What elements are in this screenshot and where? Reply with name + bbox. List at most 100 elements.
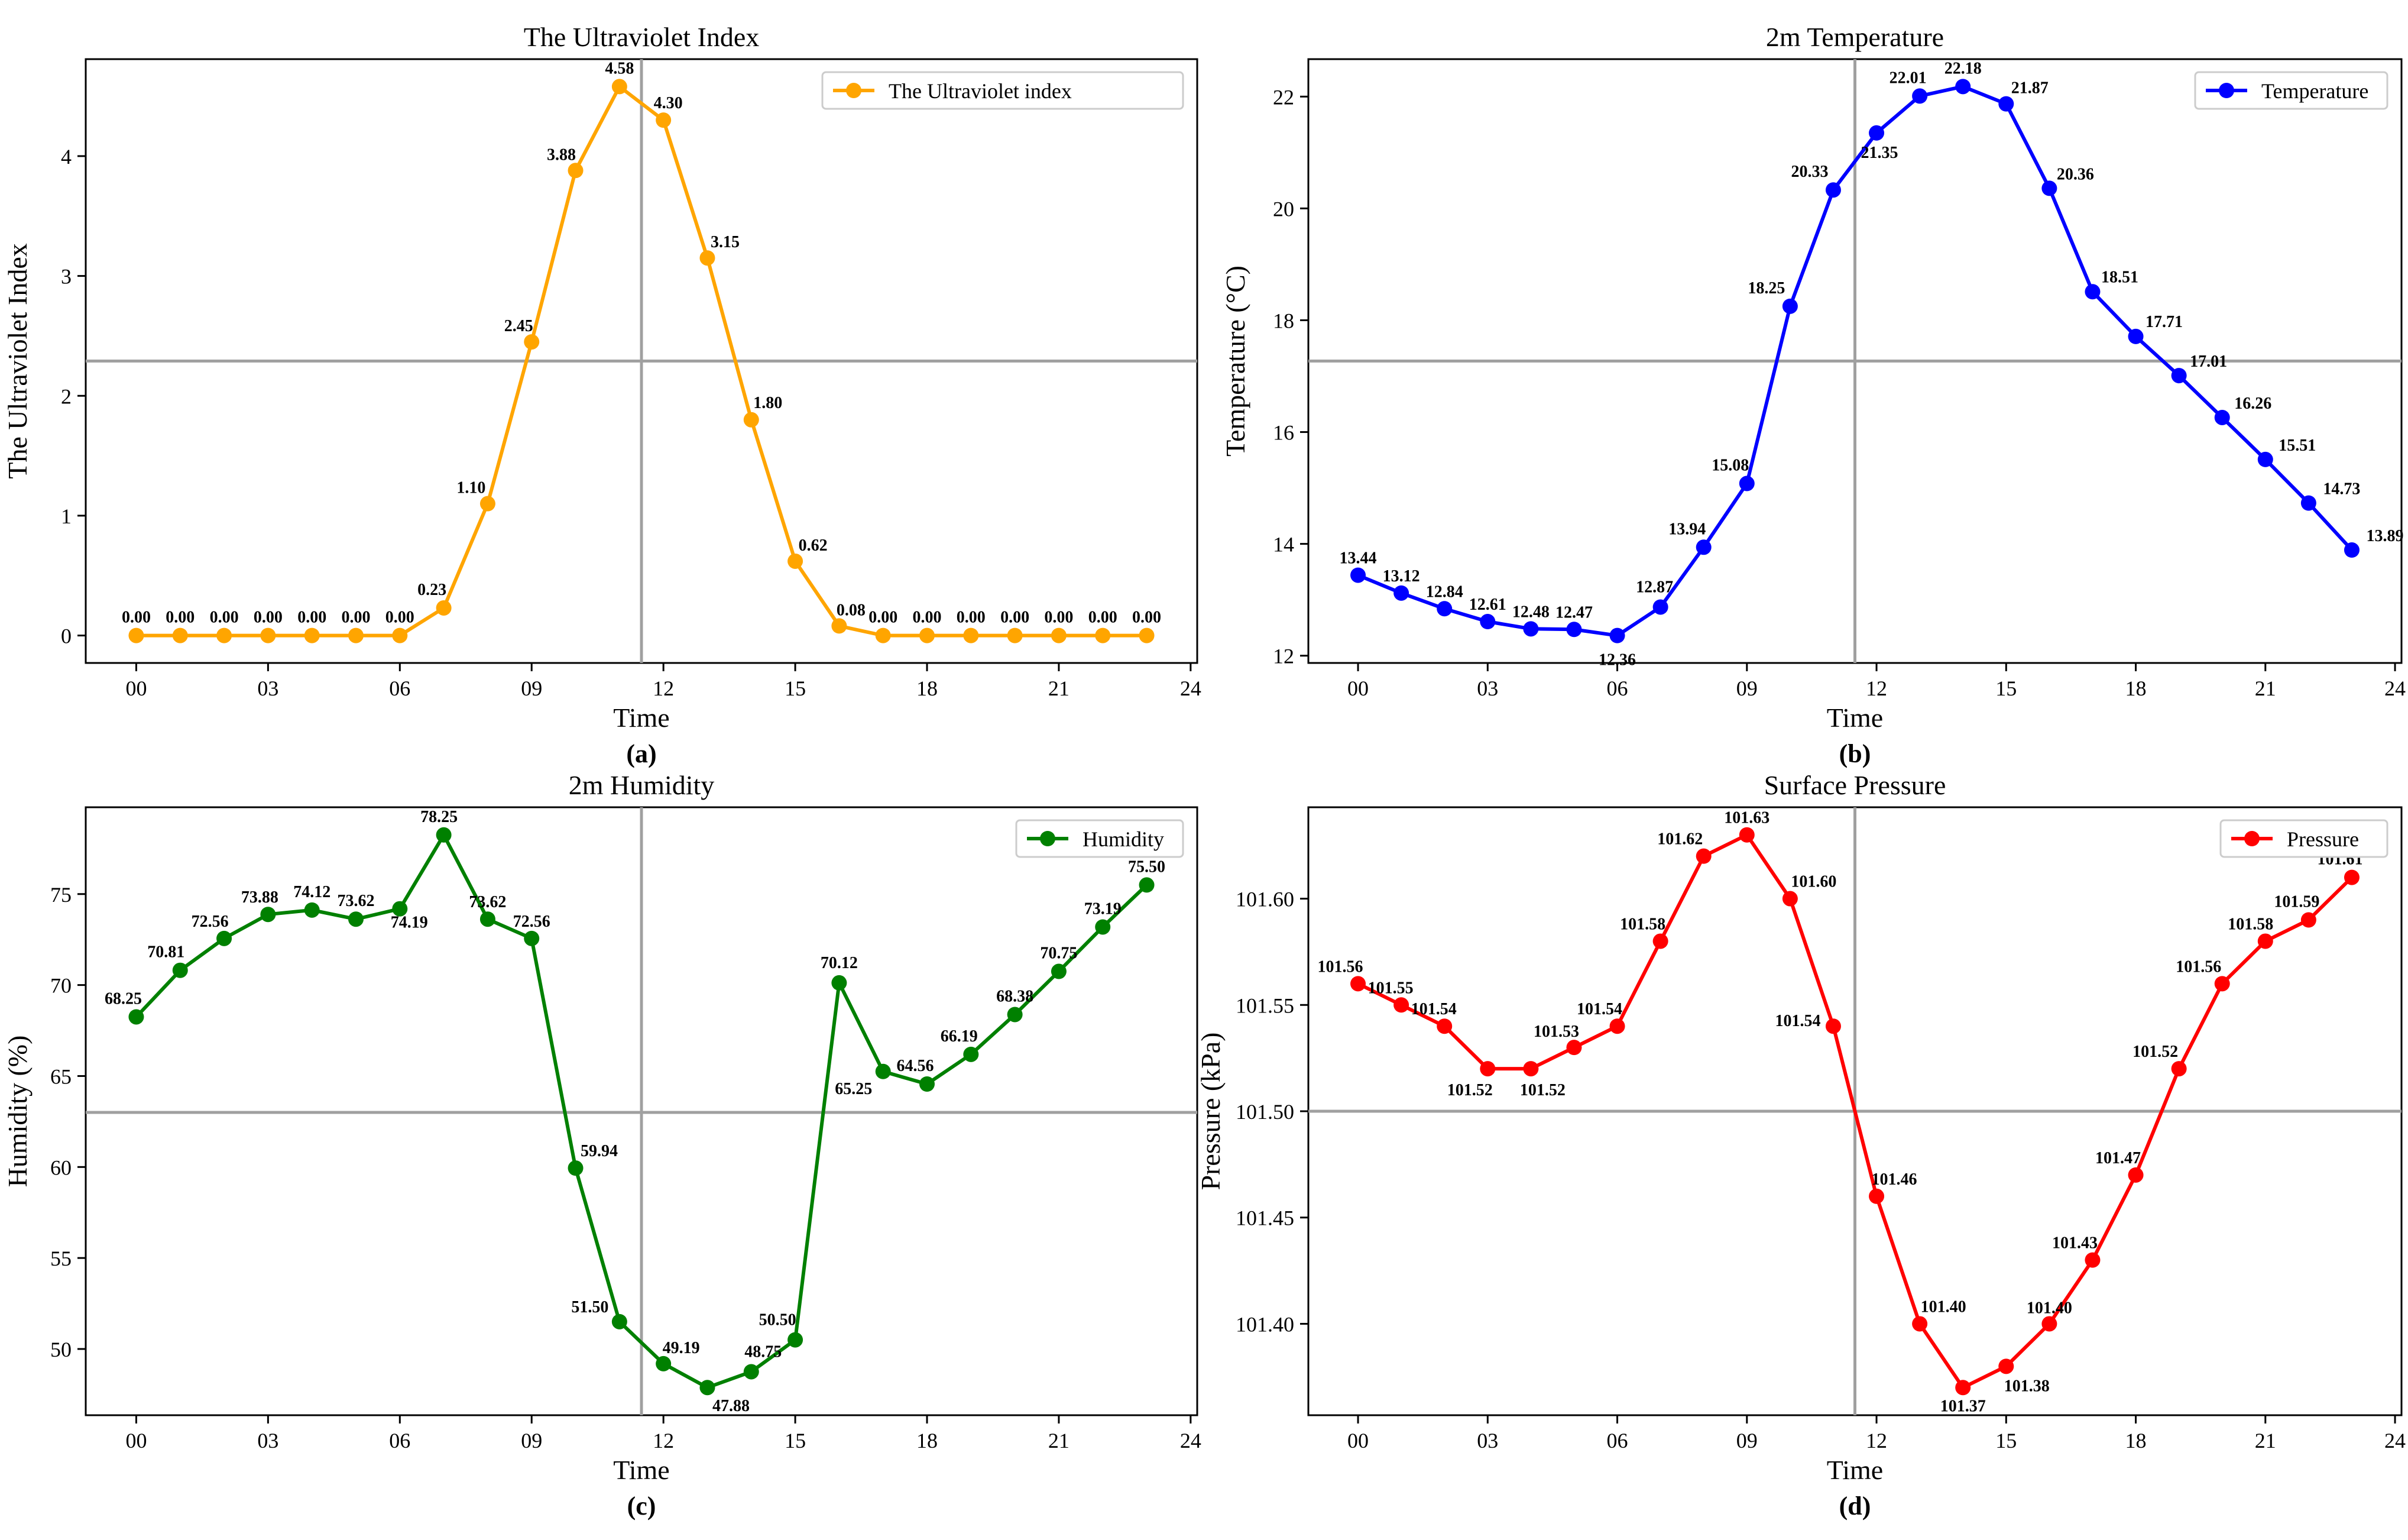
data-label: 68.38: [996, 987, 1033, 1005]
data-label: 0.00: [297, 609, 326, 627]
data-label: 22.18: [1944, 59, 1982, 77]
data-point: [743, 1364, 759, 1380]
x-tick-label: 06: [1607, 1429, 1628, 1452]
data-label: 101.58: [1620, 915, 1665, 933]
legend-box: [2219, 819, 2388, 858]
data-point: [699, 1380, 715, 1396]
data-point: [479, 911, 495, 927]
data-label: 12.87: [1636, 578, 1673, 596]
y-tick-label: 22: [1273, 85, 1294, 109]
y-tick-label: 3: [61, 265, 72, 289]
data-label: 101.40: [2027, 1299, 2072, 1317]
data-point: [2041, 180, 2057, 196]
x-axis-label: Time: [613, 703, 669, 733]
x-tick-label: 00: [1347, 677, 1369, 700]
x-tick-label: 21: [1048, 677, 1069, 700]
data-point: [436, 600, 452, 616]
data-point: [1139, 877, 1155, 893]
data-point: [831, 975, 847, 991]
data-label: 13.94: [1668, 520, 1706, 538]
data-point: [963, 627, 979, 643]
data-point: [1480, 1061, 1496, 1077]
data-point: [2085, 284, 2101, 300]
x-tick-label: 09: [521, 677, 542, 700]
data-point: [1566, 1040, 1582, 1056]
x-tick-label: 21: [2255, 677, 2276, 700]
data-point: [1825, 1018, 1841, 1034]
data-label: 0.62: [799, 536, 828, 555]
x-tick-label: 09: [1736, 677, 1758, 700]
data-label: 65.25: [835, 1080, 872, 1098]
data-point: [216, 627, 232, 643]
data-label: 78.25: [420, 808, 458, 826]
data-label: 1.80: [753, 394, 782, 412]
data-label: 17.01: [2190, 352, 2227, 371]
y-tick-label: 4: [61, 145, 72, 169]
data-point: [963, 1046, 979, 1062]
data-label: 101.55: [1368, 979, 1414, 997]
y-tick-label: 101.40: [1236, 1312, 1294, 1336]
x-axis-label: Time: [613, 1455, 669, 1485]
data-label: 101.38: [2004, 1377, 2050, 1395]
x-tick-label: 24: [1180, 1429, 1201, 1452]
data-label: 73.62: [337, 892, 374, 910]
y-axis-label: The Ultraviolet Index: [2, 243, 33, 479]
data-point: [2128, 1167, 2144, 1183]
x-tick-label: 03: [1477, 1429, 1498, 1452]
chart-title: 2m Temperature: [1766, 22, 1944, 52]
legend-label: Pressure: [2287, 827, 2359, 851]
data-label: 101.53: [1534, 1023, 1579, 1041]
data-label: 50.50: [759, 1311, 796, 1329]
data-point: [2214, 409, 2230, 425]
data-label: 101.40: [1921, 1298, 1966, 1316]
x-tick-label: 24: [1180, 677, 1201, 700]
data-label: 68.25: [105, 989, 142, 1008]
data-label: 0.00: [1088, 609, 1117, 627]
data-label: 70.81: [147, 943, 184, 962]
x-tick-label: 12: [653, 677, 674, 700]
data-label: 0.00: [913, 609, 942, 627]
y-tick-label: 18: [1273, 309, 1294, 332]
data-label: 101.60: [1791, 873, 1836, 891]
x-tick-label: 00: [125, 1429, 147, 1452]
data-label: 22.01: [1890, 69, 1927, 87]
data-point: [1350, 976, 1366, 992]
y-tick-label: 101.45: [1236, 1206, 1294, 1230]
data-label: 17.71: [2146, 313, 2183, 331]
data-label: 101.63: [1724, 809, 1769, 827]
data-point: [348, 911, 364, 927]
data-label: 0.00: [868, 609, 897, 627]
data-label: 48.75: [744, 1342, 782, 1361]
data-label: 18.51: [2101, 268, 2138, 286]
x-tick-label: 09: [521, 1429, 542, 1452]
data-label: 12.61: [1469, 596, 1506, 614]
data-label: 0.00: [1132, 609, 1161, 627]
data-point: [875, 627, 891, 643]
data-label: 59.94: [581, 1142, 618, 1160]
legend: The Ultraviolet index: [821, 71, 1184, 110]
data-label: 72.56: [513, 913, 550, 931]
x-tick-label: 06: [1607, 677, 1628, 700]
x-tick-label: 18: [2125, 677, 2147, 700]
data-label: 101.52: [2132, 1043, 2178, 1061]
data-label: 47.88: [712, 1397, 750, 1415]
data-point: [436, 827, 452, 843]
legend: Pressure: [2219, 819, 2388, 858]
x-tick-label: 00: [125, 677, 147, 700]
data-point: [1912, 88, 1928, 104]
data-label: 20.36: [2057, 165, 2094, 183]
data-point: [1869, 125, 1885, 141]
x-tick-label: 12: [653, 1429, 674, 1452]
data-point: [1523, 1061, 1539, 1077]
data-point: [1051, 627, 1067, 643]
chart-c: 00 03 06 09 12 15 18 21 24 50 55 60 65 70 75 2m Humidit…: [2, 770, 1201, 1520]
data-label: 74.12: [293, 883, 330, 901]
x-tick-label: 18: [916, 677, 938, 700]
data-point: [2128, 328, 2144, 344]
data-point: [348, 627, 364, 643]
x-tick-label: 21: [2255, 1429, 2276, 1452]
data-label: 21.35: [1861, 144, 1898, 162]
data-label: 72.56: [192, 913, 229, 931]
data-point: [1007, 1007, 1023, 1023]
y-tick-label: 20: [1273, 197, 1294, 221]
